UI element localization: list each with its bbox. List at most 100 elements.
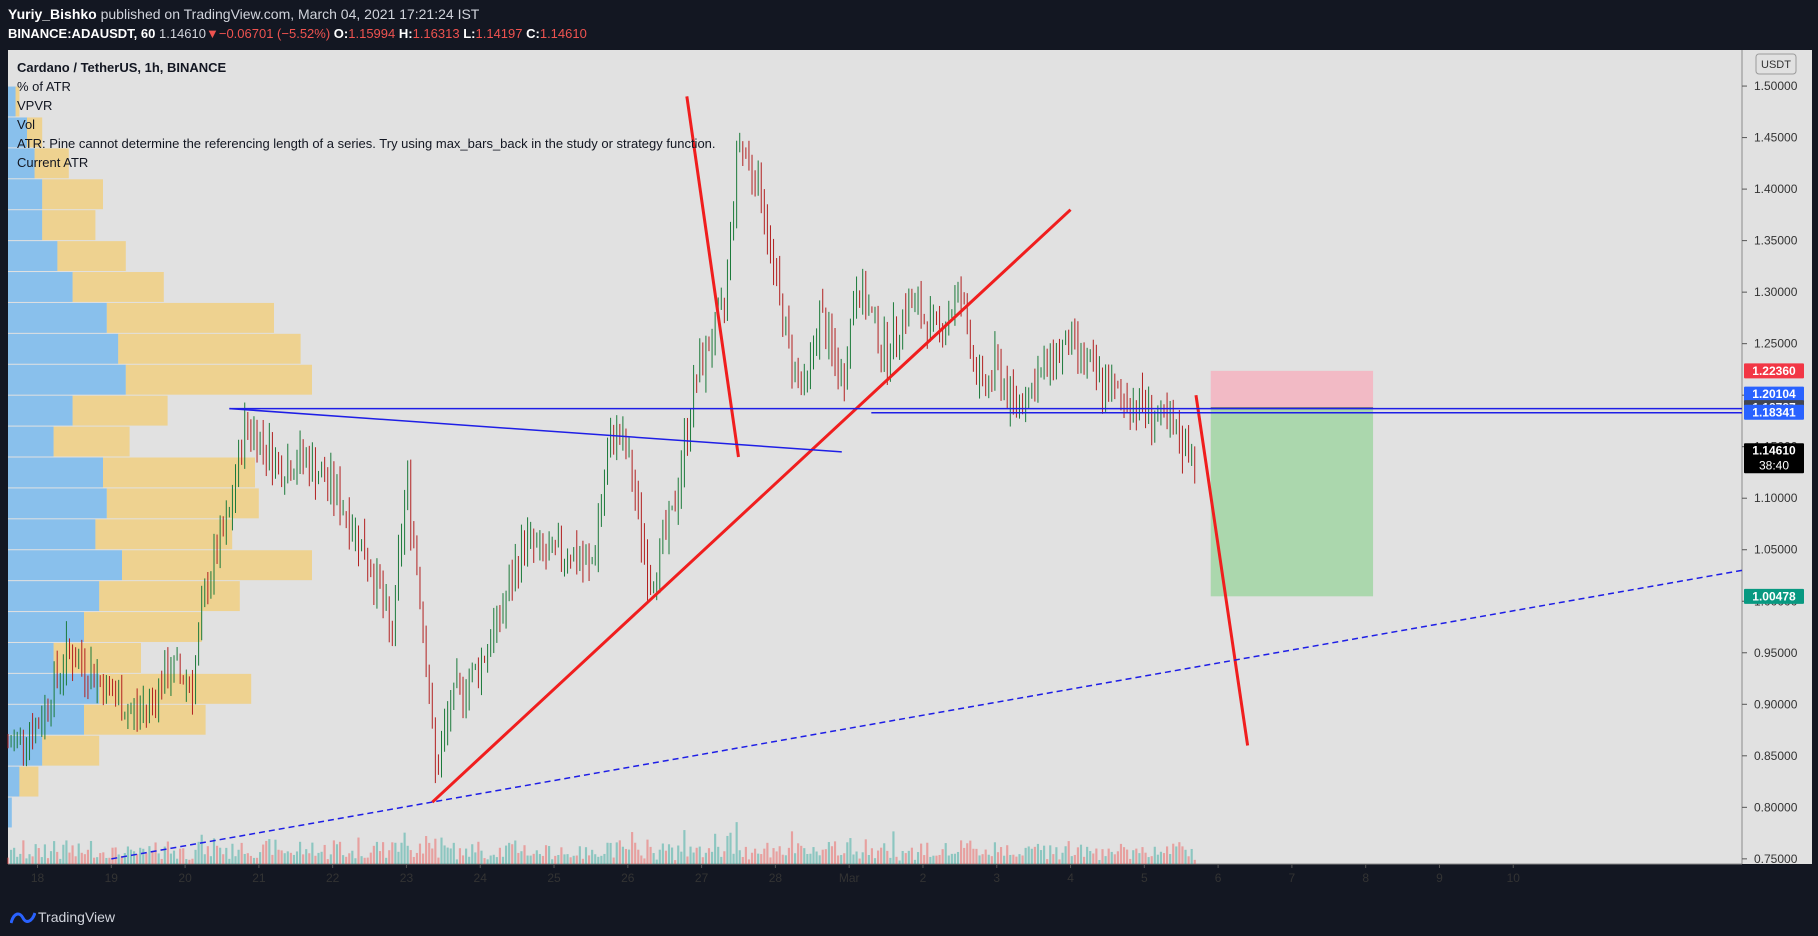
- volume-bar: [584, 847, 588, 864]
- volume-bar: [864, 839, 867, 864]
- volume-bar: [13, 847, 16, 864]
- plot-area[interactable]: [8, 50, 1742, 864]
- volume-bar: [477, 841, 480, 864]
- vpvr-down-bar: [72, 272, 164, 302]
- volume-bar: [342, 855, 345, 864]
- volume-bar: [483, 858, 486, 864]
- time-tick-label: 28: [769, 871, 783, 885]
- volume-bar: [465, 848, 468, 864]
- volume-bar: [876, 850, 880, 864]
- volume-bar: [145, 853, 148, 864]
- vpvr-up-bar: [8, 241, 58, 272]
- trend-line-red[interactable]: [685, 96, 740, 458]
- volume-bar: [188, 859, 191, 864]
- volume-bar: [166, 841, 169, 864]
- volume-bar: [889, 857, 892, 864]
- vpvr-up-bar: [8, 797, 12, 828]
- volume-bar: [252, 857, 256, 864]
- volume-bar: [406, 845, 409, 864]
- volume-bar: [1076, 847, 1079, 864]
- volume-bar: [120, 855, 123, 864]
- trend-line-red[interactable]: [431, 208, 1072, 804]
- volume-bar: [1030, 848, 1033, 864]
- take-profit-zone[interactable]: [1210, 407, 1374, 597]
- volume-bar: [913, 859, 917, 864]
- volume-bar: [375, 841, 379, 864]
- volume-bar: [609, 842, 612, 864]
- volume-bar: [31, 856, 34, 864]
- volume-bar: [1067, 841, 1070, 864]
- vpvr-up-bar: [8, 210, 43, 241]
- volume-bar: [449, 848, 452, 864]
- volume-bar: [391, 842, 394, 864]
- volume-bar: [1113, 854, 1116, 864]
- time-tick-label: 3: [993, 871, 1000, 885]
- volume-bar: [763, 848, 766, 864]
- volume-bar: [452, 842, 455, 864]
- volume-bar: [169, 853, 173, 864]
- volume-bar: [710, 851, 714, 864]
- tradingview-brand[interactable]: TradingView: [38, 909, 116, 925]
- volume-bar: [197, 841, 200, 864]
- volume-bar: [621, 846, 624, 864]
- price-label-badge[interactable]: [1744, 363, 1804, 379]
- volume-bar: [941, 849, 944, 864]
- legend-title[interactable]: Cardano / TetherUS, 1h, BINANCE: [17, 60, 227, 75]
- volume-bar: [1043, 845, 1046, 864]
- volume-bar: [1101, 849, 1104, 864]
- volume-bar: [93, 857, 96, 864]
- trend-line-red[interactable]: [1194, 394, 1250, 746]
- price-tick-label: 1.50000: [1754, 79, 1798, 93]
- price-label-badge[interactable]: [1744, 404, 1804, 420]
- down-arrow-icon: ▼: [205, 26, 219, 41]
- volume-bar: [723, 851, 726, 864]
- time-tick-label: 19: [105, 871, 119, 885]
- price-label-badge[interactable]: [1744, 386, 1804, 402]
- volume-bar: [1061, 852, 1064, 864]
- volume-bar: [99, 853, 102, 864]
- volume-bar: [212, 838, 216, 864]
- legend-item-atr-percent[interactable]: % of ATR: [17, 79, 71, 94]
- price-label-badge[interactable]: [1744, 588, 1804, 604]
- volume-bar: [1107, 848, 1110, 864]
- volume-bar: [772, 848, 775, 864]
- volume-bar: [271, 854, 274, 864]
- volume-bar: [640, 855, 643, 864]
- volume-bar: [1116, 851, 1119, 864]
- volume-bar: [139, 847, 142, 864]
- volume-bar: [870, 848, 874, 864]
- volume-bar: [65, 840, 68, 864]
- volume-bar: [993, 842, 996, 864]
- volume-bar: [627, 849, 631, 864]
- volume-bar: [778, 846, 781, 864]
- trend-line-blue[interactable]: [229, 407, 842, 453]
- volume-bar: [987, 854, 990, 864]
- volume-bar: [1169, 853, 1172, 864]
- stop-loss-zone[interactable]: [1210, 370, 1374, 408]
- legend-item-current-atr[interactable]: Current ATR: [17, 155, 89, 170]
- volume-bar: [1003, 855, 1006, 864]
- volume-bar: [587, 855, 591, 864]
- volume-bar: [9, 849, 13, 864]
- price-tick-label: 1.30000: [1754, 285, 1798, 299]
- tradingview-logo-icon[interactable]: [10, 910, 36, 926]
- time-tick-label: 20: [178, 871, 192, 885]
- legend-item-vpvr[interactable]: VPVR: [17, 98, 53, 113]
- legend-item-vol[interactable]: Vol: [17, 117, 36, 132]
- volume-bar: [1064, 846, 1067, 864]
- volume-bar: [508, 842, 511, 864]
- price-label-badge[interactable]: [1744, 443, 1804, 474]
- volume-bar: [265, 840, 268, 864]
- trend-line-blue[interactable]: [111, 569, 1743, 860]
- volume-bar: [649, 846, 652, 864]
- volume-bar: [461, 855, 465, 864]
- volume-bar: [661, 843, 664, 864]
- legend-item-atr-error[interactable]: ATR: Pine cannot determine the referenci…: [17, 136, 716, 151]
- volume-bar: [255, 857, 259, 864]
- volume-bar: [19, 853, 22, 864]
- open-value: 1.15994: [348, 26, 396, 41]
- author-name[interactable]: Yuriy_Bishko: [8, 6, 97, 22]
- volume-bar: [738, 850, 741, 864]
- currency-badge[interactable]: [1755, 53, 1797, 75]
